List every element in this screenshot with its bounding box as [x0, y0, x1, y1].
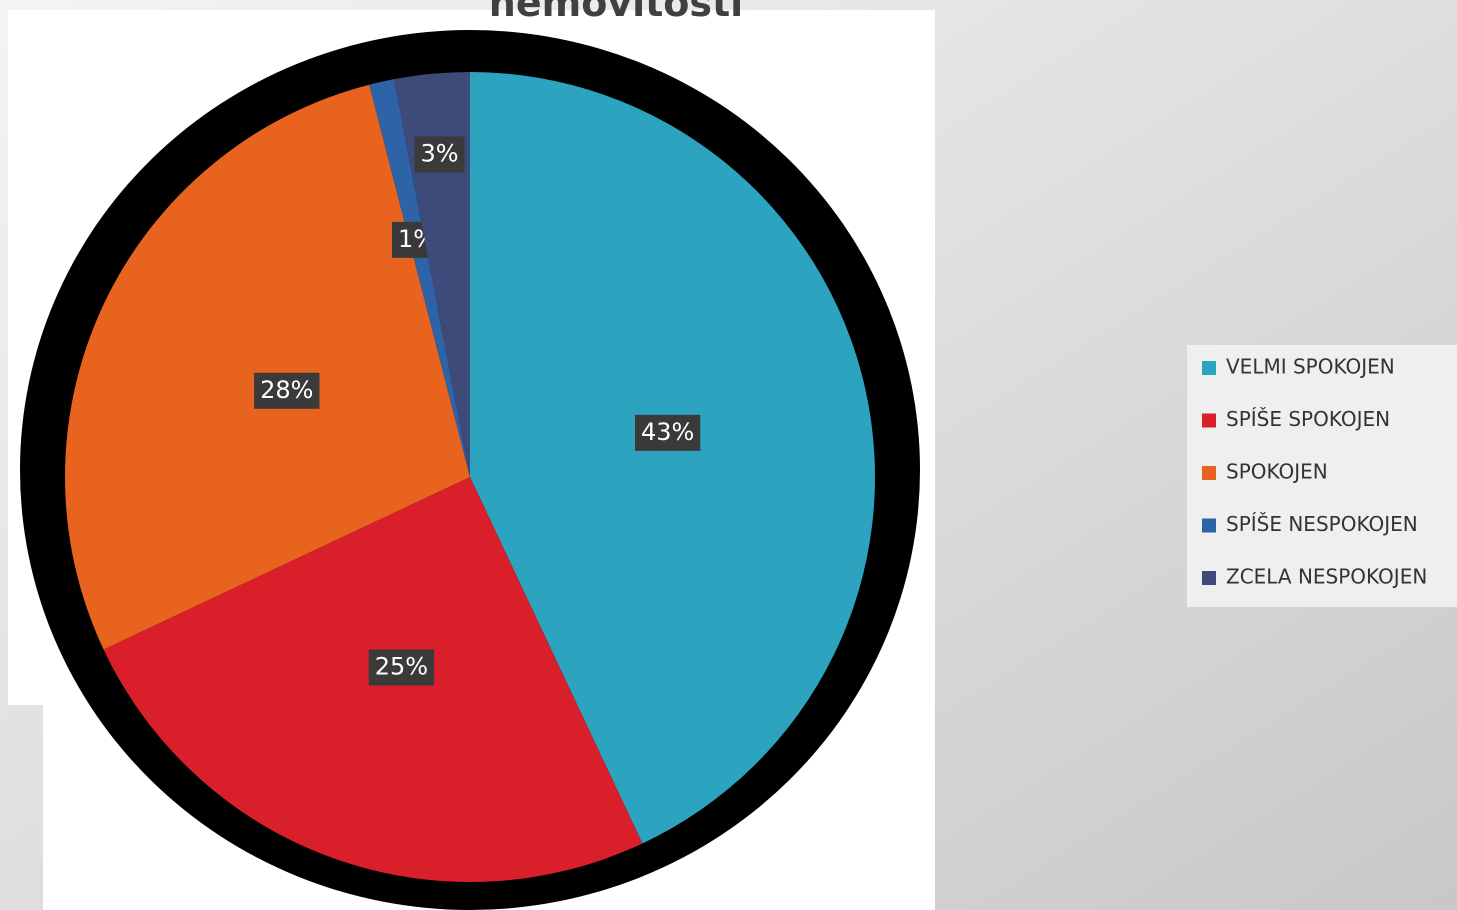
legend-swatch [1202, 518, 1216, 533]
data-label: 3% [420, 139, 458, 167]
legend-label: ZCELA NESPOKOJEN [1226, 565, 1427, 589]
pie-slice [470, 72, 875, 844]
legend-swatch [1202, 361, 1216, 375]
data-label-box [414, 136, 465, 173]
chart-title: nemovitosti [489, 0, 743, 25]
legend-box [1187, 345, 1457, 607]
legend-label: SPÍŠE SPOKOJEN [1226, 407, 1390, 431]
data-label: 43% [641, 418, 694, 446]
legend-label: SPOKOJEN [1226, 460, 1328, 484]
pie-slice [394, 72, 470, 477]
legend-swatch [1202, 466, 1216, 480]
legend-label: VELMI SPOKOJEN [1226, 355, 1395, 379]
data-label-box [634, 414, 701, 451]
data-label-box [254, 372, 320, 409]
legend-swatch [1202, 571, 1216, 585]
data-label: 28% [260, 376, 313, 404]
pie-slice [369, 79, 470, 478]
legend: VELMI SPOKOJEN SPÍŠE SPOKOJEN SPOKOJEN SPÍŠ… [1202, 355, 1427, 589]
pie-slice [64, 84, 470, 650]
pie: 43%25%28%1%3% [64, 72, 875, 882]
data-label-box [368, 649, 435, 686]
legend-swatch [1202, 413, 1216, 428]
legend-label: SPÍŠE NESPOKOJEN [1226, 512, 1418, 536]
data-label: 25% [375, 653, 428, 681]
